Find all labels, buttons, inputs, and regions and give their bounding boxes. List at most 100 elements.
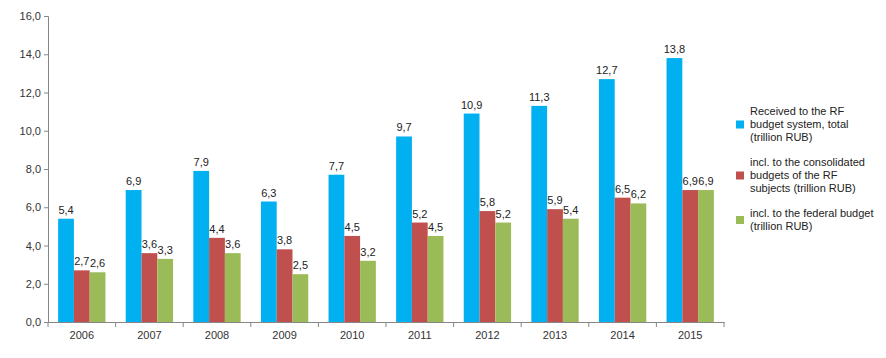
data-label: 11,3	[529, 91, 550, 103]
data-label: 6,3	[261, 187, 276, 199]
x-separator	[115, 322, 116, 327]
x-tick: 2015	[678, 322, 702, 341]
x-tick-label: 2006	[70, 329, 94, 341]
x-tick: 2013	[543, 322, 567, 341]
legend-swatch	[736, 121, 744, 129]
x-tick-label: 2008	[205, 329, 229, 341]
y-tick-label: 14,0	[20, 48, 41, 60]
bar	[396, 136, 412, 322]
data-label: 2,5	[293, 259, 308, 271]
y-tick: 10,0	[20, 125, 48, 137]
legend-swatch	[736, 216, 744, 224]
data-label: 6,9	[126, 175, 141, 187]
legend-label: incl. to the consolidatedbudgets of the …	[750, 156, 865, 194]
y-tick: 2,0	[26, 278, 48, 290]
x-separator	[183, 322, 184, 327]
legend: Received to the RFbudget system, total(t…	[736, 105, 874, 232]
legend-item: incl. to the federal budget(trillion RUB…	[736, 207, 874, 232]
data-label: 2,6	[90, 257, 105, 269]
x-tick: 2012	[475, 322, 499, 341]
bar	[277, 249, 293, 322]
y-tick-label: 10,0	[20, 125, 41, 137]
legend-item: Received to the RFbudget system, total(t…	[736, 105, 848, 143]
bar	[698, 190, 714, 322]
y-axis: 0,0 2,0 4,0 6,0 8,0 10,0 12,0 14,0 16,0	[20, 10, 49, 328]
bar	[329, 175, 345, 322]
bar	[142, 253, 158, 322]
data-label: 12,7	[596, 64, 617, 76]
x-tick-label: 2007	[137, 329, 161, 341]
legend-label: incl. to the federal budget(trillion RUB…	[750, 207, 874, 232]
data-labels: 5,46,97,96,37,79,710,911,312,713,82,73,6…	[58, 43, 713, 271]
bar	[292, 274, 308, 322]
y-tick: 6,0	[26, 201, 48, 213]
y-tick: 16,0	[20, 10, 48, 22]
bar	[480, 211, 496, 322]
y-tick-label: 16,0	[20, 10, 41, 22]
x-separator	[386, 322, 387, 327]
data-label: 6,9	[698, 175, 713, 187]
legend-item: incl. to the consolidatedbudgets of the …	[736, 156, 865, 194]
x-separator	[521, 322, 522, 327]
x-tick-label: 2015	[678, 329, 702, 341]
bar	[344, 236, 360, 322]
bar	[682, 190, 698, 322]
series	[74, 190, 698, 322]
bar	[209, 238, 225, 322]
data-label: 6,5	[615, 183, 630, 195]
data-label: 5,2	[496, 208, 511, 220]
x-tick: 2006	[70, 322, 94, 341]
data-label: 4,5	[345, 221, 360, 233]
x-separator	[250, 322, 251, 327]
x-separators	[48, 322, 724, 327]
data-label: 9,7	[396, 121, 411, 133]
y-axis-line	[44, 17, 49, 323]
bar	[157, 259, 173, 322]
bar	[547, 209, 563, 322]
bar	[74, 270, 90, 322]
x-tick-label: 2012	[475, 329, 499, 341]
series	[58, 58, 682, 322]
x-tick: 2009	[272, 322, 296, 341]
legend-label: Received to the RFbudget system, total(t…	[750, 105, 848, 143]
data-label: 7,9	[194, 156, 209, 168]
y-tick-label: 4,0	[26, 240, 41, 252]
data-label: 5,2	[412, 208, 427, 220]
x-tick-label: 2013	[543, 329, 567, 341]
data-label: 5,4	[58, 204, 73, 216]
y-tick-mark	[44, 131, 48, 132]
y-tick: 4,0	[26, 240, 48, 252]
bar	[126, 190, 142, 322]
bar	[225, 253, 241, 322]
bar	[599, 79, 615, 322]
y-tick-mark	[44, 322, 48, 323]
x-tick-label: 2010	[340, 329, 364, 341]
y-tick: 8,0	[26, 163, 48, 175]
bar	[412, 223, 428, 322]
y-tick: 12,0	[20, 87, 48, 99]
data-label: 5,9	[547, 194, 562, 206]
x-tick: 2010	[340, 322, 364, 341]
data-label: 3,6	[142, 238, 157, 250]
data-label: 4,5	[428, 221, 443, 233]
y-tick-mark	[44, 16, 48, 17]
x-separator	[453, 322, 454, 327]
y-tick-label: 12,0	[20, 87, 41, 99]
bar	[428, 236, 444, 322]
x-tick-label: 2009	[272, 329, 296, 341]
x-separator	[318, 322, 319, 327]
data-label: 13,8	[664, 43, 685, 55]
data-label: 5,4	[563, 204, 578, 216]
data-label: 7,7	[329, 160, 344, 172]
x-tick: 2007	[137, 322, 161, 341]
y-tick-mark	[44, 54, 48, 55]
data-label: 2,7	[74, 255, 89, 267]
x-separator	[656, 322, 657, 327]
bar	[630, 203, 646, 322]
y-tick-mark	[44, 246, 48, 247]
bar	[261, 202, 277, 322]
legend-swatch	[736, 172, 744, 180]
chart: 0,0 2,0 4,0 6,0 8,0 10,0 12,0 14,0 16,0 2006 2007 2…	[0, 0, 886, 358]
y-tick-label: 0,0	[26, 316, 41, 328]
bars	[58, 58, 714, 322]
